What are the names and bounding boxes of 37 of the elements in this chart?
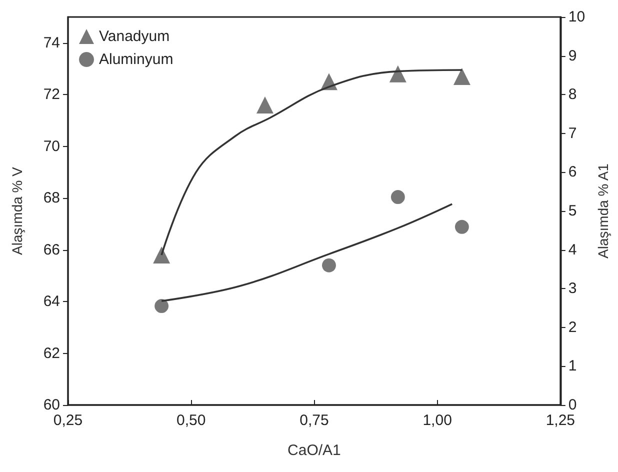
- y-tick-label: 72: [43, 86, 60, 104]
- point: [154, 299, 169, 314]
- y2-tick-label: 7: [568, 124, 577, 142]
- x-tick-label: 0,75: [300, 412, 329, 429]
- y-tick-label: 68: [43, 190, 60, 207]
- y2-tick-label: 3: [568, 280, 577, 298]
- y2-tick-label: 10: [568, 8, 586, 26]
- y2-tick-label: 9: [568, 47, 577, 64]
- x-tick-label: 0,50: [176, 412, 206, 429]
- x-tick-label: 1,25: [546, 412, 576, 429]
- y2-tick-label: 2: [568, 318, 577, 336]
- y2-tick-label: 4: [568, 241, 577, 258]
- x-tick-label: 1,00: [422, 412, 452, 429]
- legend-label: Aluminyum: [99, 51, 174, 68]
- y2-tick-label: 1: [568, 358, 577, 375]
- y-axis-title: Alaşımda % V: [9, 166, 25, 255]
- y-tick-label: 64: [43, 293, 60, 310]
- point: [389, 65, 406, 82]
- y-tick-label: 70: [43, 138, 60, 155]
- point: [453, 68, 470, 85]
- x-axis-title: CaO/A1: [288, 442, 341, 459]
- y2-tick-label: 0: [568, 396, 577, 414]
- point: [454, 220, 469, 234]
- y2-tick-label: 8: [568, 86, 577, 104]
- y2-axis-title: Alaşımda % A1: [595, 163, 611, 258]
- y2-tick-label: 5: [568, 202, 577, 220]
- legend-label: Vanadyum: [99, 28, 170, 45]
- x-tick-label: 0,25: [53, 412, 83, 429]
- y-tick-label: 62: [43, 344, 60, 362]
- y-tick-label: 74: [43, 34, 60, 52]
- y2-tick-label: 6: [568, 164, 577, 181]
- y-tick-label: 66: [43, 241, 60, 258]
- point: [390, 190, 405, 204]
- point: [322, 258, 336, 272]
- point: [153, 246, 170, 264]
- y-tick-label: 60: [43, 396, 60, 414]
- point: [256, 96, 274, 114]
